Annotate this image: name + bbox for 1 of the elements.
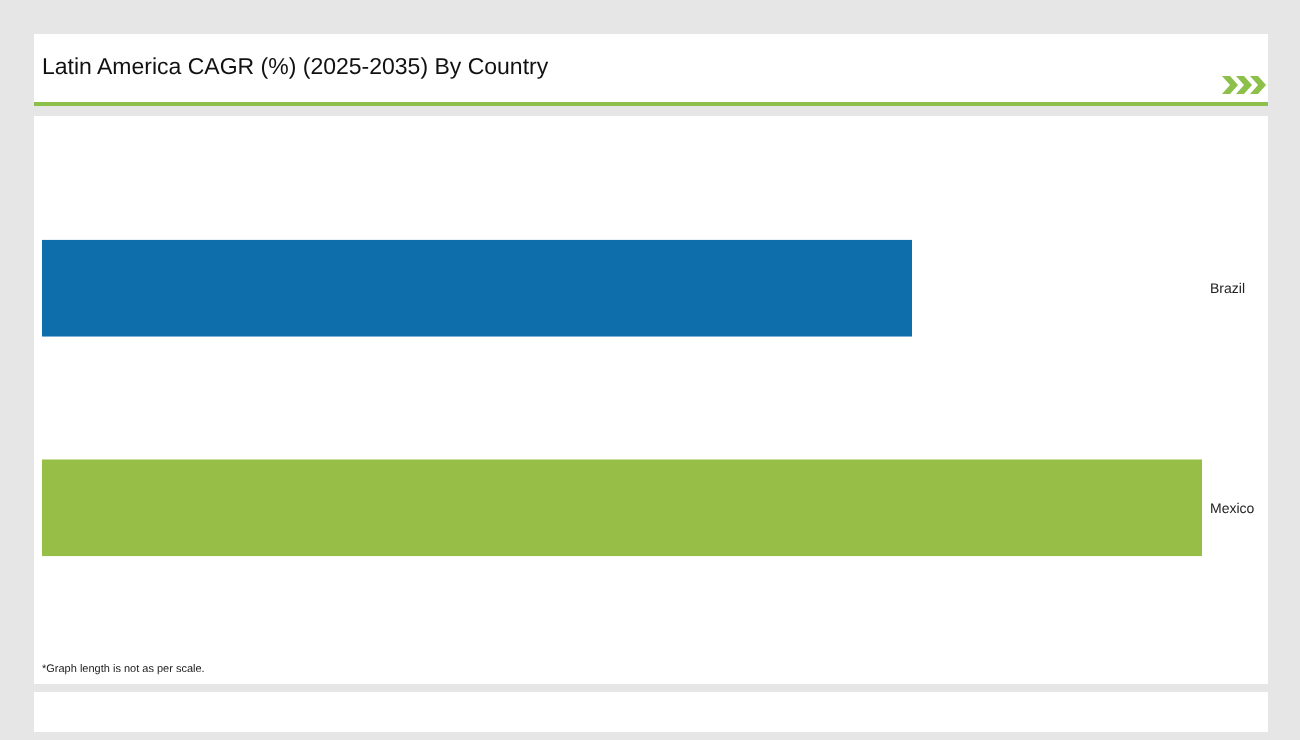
- chart-title: Latin America CAGR (%) (2025-2035) By Country: [42, 56, 549, 80]
